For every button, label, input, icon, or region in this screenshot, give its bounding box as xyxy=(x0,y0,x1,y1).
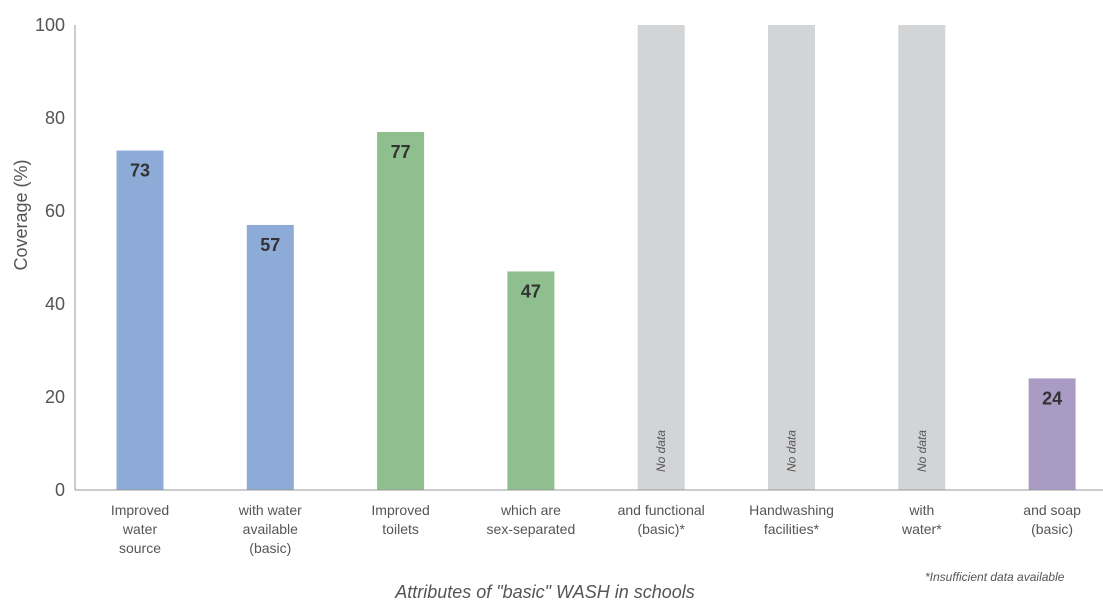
x-category-label-line: facilities* xyxy=(764,521,820,537)
no-data-label: No data xyxy=(915,430,929,472)
y-tick-label: 60 xyxy=(45,201,65,221)
y-tick-label: 0 xyxy=(55,480,65,500)
no-data-label: No data xyxy=(785,430,799,472)
no-data-label: No data xyxy=(654,430,668,472)
x-category-label-line: and soap xyxy=(1023,502,1081,518)
x-category-label-line: with water xyxy=(238,502,302,518)
bar-value-label: 73 xyxy=(130,161,150,181)
x-category-label-line: available xyxy=(243,521,298,537)
x-category-label-line: sex-separated xyxy=(487,521,576,537)
bar-no-data xyxy=(768,25,815,490)
bar-value-label: 57 xyxy=(260,235,280,255)
x-category-label: Improved toilets xyxy=(371,502,429,537)
x-category-label: with water available (basic) xyxy=(238,502,302,556)
x-category-label-line: (basic) xyxy=(249,540,291,556)
x-category-label: which are sex-separated xyxy=(487,502,576,537)
bar-no-data xyxy=(898,25,946,490)
bar xyxy=(1028,378,1076,490)
x-category-label: and functional (basic)* xyxy=(618,502,705,537)
x-category-label-line: Improved xyxy=(371,502,429,518)
x-category-label-line: with xyxy=(908,502,934,518)
bars-layer xyxy=(116,25,1076,491)
bar xyxy=(377,131,425,490)
bar xyxy=(116,150,164,491)
x-category-label-line: source xyxy=(119,540,161,556)
bar xyxy=(246,224,294,490)
x-category-label-line: water xyxy=(122,521,158,537)
footnote: *Insufficient data available xyxy=(925,570,1065,584)
x-category-label-line: which are xyxy=(500,502,561,518)
bar-no-data xyxy=(637,25,685,490)
x-category-label-line: (basic) xyxy=(1031,521,1073,537)
x-category-label: and soap (basic) xyxy=(1023,502,1081,537)
bar-value-label: 24 xyxy=(1042,388,1062,408)
axes-layer: 0 20 40 60 80 100 xyxy=(35,15,1103,500)
x-category-label-line: water* xyxy=(901,521,942,537)
x-category-label-line: and functional xyxy=(618,502,705,518)
x-category-label-line: Improved xyxy=(111,502,169,518)
y-tick-label: 20 xyxy=(45,387,65,407)
x-category-label: Improved water source xyxy=(111,502,169,556)
x-category-label: with water* xyxy=(901,502,942,537)
x-category-label: Handwashing facilities* xyxy=(749,502,834,537)
x-category-label-line: Handwashing xyxy=(749,502,834,518)
bar-value-label: 47 xyxy=(521,281,541,301)
labels-layer: 73 Improved water source 57 with water availab… xyxy=(111,142,1081,556)
x-axis-title: Attributes of "basic" WASH in schools xyxy=(394,582,695,600)
x-category-label-line: (basic)* xyxy=(637,521,685,537)
x-category-label-line: toilets xyxy=(382,521,419,537)
y-tick-label: 80 xyxy=(45,108,65,128)
y-tick-label: 40 xyxy=(45,294,65,314)
y-tick-label: 100 xyxy=(35,15,65,35)
bar xyxy=(507,271,555,490)
bar-value-label: 77 xyxy=(391,142,411,162)
y-axis-title: Coverage (%) xyxy=(11,159,31,270)
